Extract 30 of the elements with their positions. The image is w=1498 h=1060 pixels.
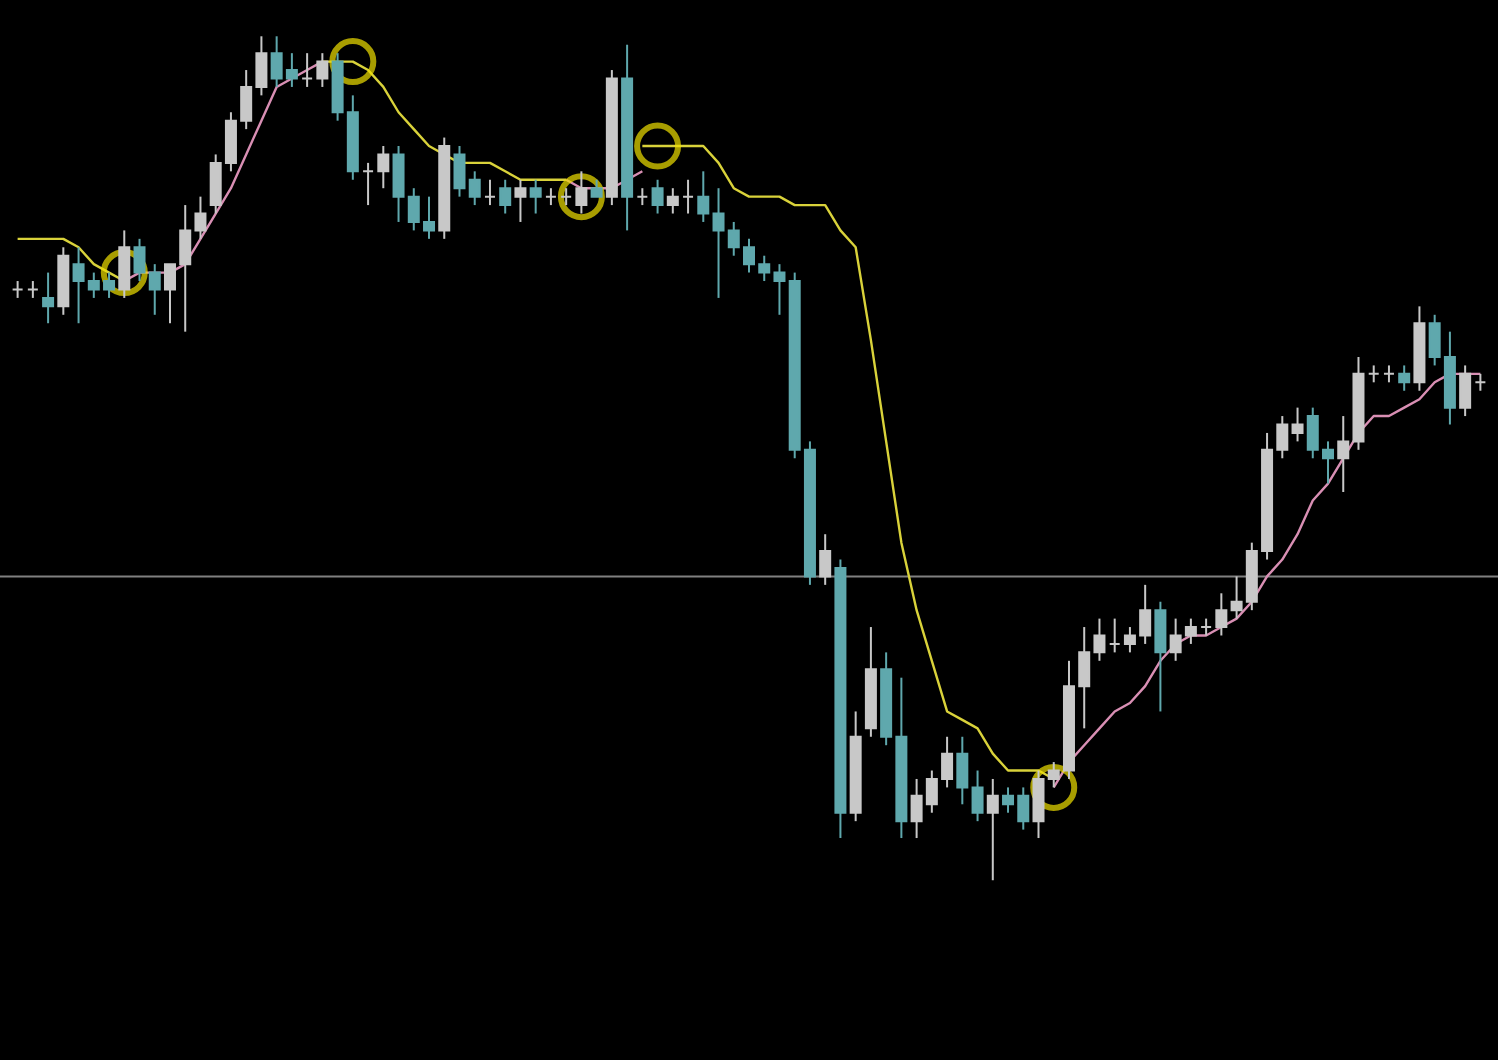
candlestick [1291, 406, 1304, 443]
candlestick [514, 178, 527, 223]
candlestick [499, 178, 512, 215]
candlestick [651, 178, 664, 215]
candlestick [1108, 617, 1121, 654]
point [634, 122, 682, 170]
candlestick [1459, 364, 1472, 418]
candlestick [666, 187, 679, 215]
candlestick [377, 145, 390, 190]
candlestick [362, 161, 375, 207]
point [100, 249, 148, 297]
candlestick [986, 777, 999, 882]
candlestick [1154, 600, 1167, 713]
candlestick [971, 769, 984, 823]
candlestick [697, 170, 710, 223]
candlestick [483, 178, 496, 207]
point [557, 173, 605, 221]
candlestick [1398, 364, 1411, 392]
candlestick [316, 52, 329, 88]
candlestick [42, 271, 55, 325]
candlestick [453, 145, 466, 198]
candlestick [682, 178, 695, 215]
candlestick [118, 229, 131, 299]
candlestick [529, 178, 542, 215]
candlestick [819, 533, 832, 586]
candlestick [1215, 592, 1228, 637]
candlestick [301, 52, 314, 88]
candlestick [956, 735, 969, 806]
candlestick [468, 170, 481, 207]
candlestick [575, 170, 588, 215]
